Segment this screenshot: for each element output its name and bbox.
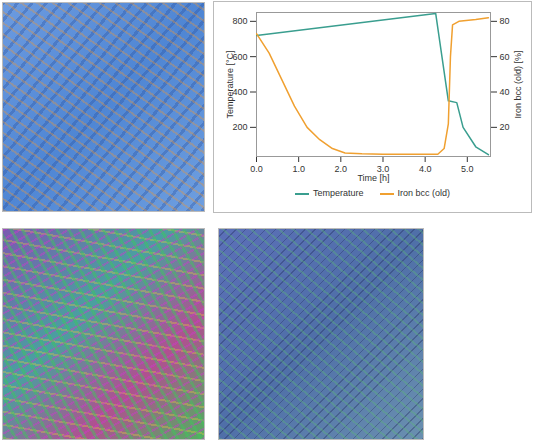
svg-text:Time [h]: Time [h] (357, 173, 389, 183)
html-text:Iron bcc (old): Iron bcc (old) (397, 188, 450, 198)
svg-text:Iron bcc (old) [%]: Iron bcc (old) [%] (513, 50, 523, 118)
svg-text:20: 20 (500, 122, 510, 132)
svg-text:4.0: 4.0 (419, 164, 432, 174)
svg-text:1.0: 1.0 (292, 164, 305, 174)
svg-text:40: 40 (500, 87, 510, 97)
svg-text:3.0: 3.0 (376, 163, 390, 174)
svg-text:Temperature [°C]: Temperature [°C] (225, 50, 235, 118)
svg-text:80: 80 (500, 16, 510, 26)
svg-text:5.0: 5.0 (461, 164, 474, 174)
html-text:Temperature: Temperature (313, 188, 364, 198)
svg-text:60: 60 (500, 52, 510, 62)
svg-text:0.0: 0.0 (250, 164, 263, 174)
svg-text:200: 200 (232, 122, 247, 132)
svg-text:800: 800 (232, 16, 247, 26)
svg-text:2.0: 2.0 (335, 164, 348, 174)
svg-text:400: 400 (232, 86, 248, 97)
svg-text:600: 600 (232, 51, 248, 62)
